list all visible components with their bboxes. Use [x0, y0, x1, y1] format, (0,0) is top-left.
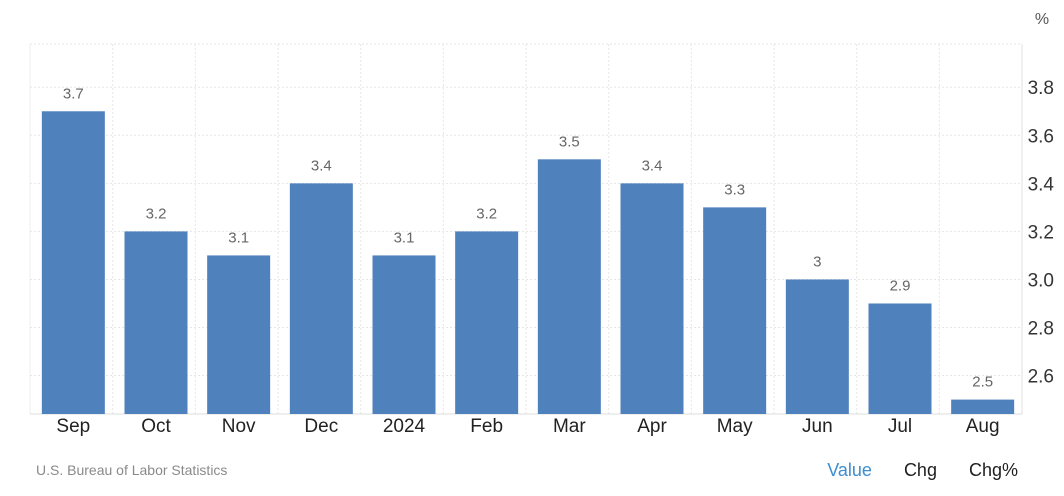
bar-oct[interactable] — [124, 231, 188, 414]
x-tick-label: Sep — [56, 416, 90, 437]
x-tick-label: Dec — [304, 416, 338, 437]
bar-jun[interactable] — [785, 279, 849, 414]
y-tick-label: 3.0 — [1028, 270, 1054, 291]
y-tick-label: 3.6 — [1028, 126, 1054, 147]
bar-feb[interactable] — [455, 231, 519, 414]
bar-2024[interactable] — [372, 255, 436, 414]
y-unit-label: % — [1035, 11, 1049, 28]
x-tick-label: 2024 — [383, 416, 426, 437]
bar-may[interactable] — [703, 207, 767, 414]
tab-chg[interactable]: Chg — [903, 460, 937, 480]
tab-value[interactable]: Value — [827, 460, 872, 480]
bar-apr[interactable] — [620, 183, 684, 414]
value-label: 3.2 — [476, 205, 497, 222]
value-label: 3.1 — [394, 229, 415, 246]
y-tick-label: 3.8 — [1028, 78, 1054, 99]
value-label: 3.5 — [559, 133, 580, 150]
bar-aug[interactable] — [951, 399, 1015, 414]
x-axis-labels: Sep Oct Nov Dec 2024 Feb Mar Apr May Jun Jul Aug — [56, 416, 999, 437]
bar-dec[interactable] — [289, 183, 353, 414]
bar-chart: 3.7 3.2 3.1 3.4 3.1 3.2 3.5 3.4 3.3 3 2.9 2.5 Sep Oc… — [29, 11, 1055, 437]
value-label: 3 — [813, 253, 821, 270]
x-tick-label: Jul — [888, 416, 912, 437]
bar-sep[interactable] — [41, 111, 105, 414]
view-tabs: Value Chg Chg% — [827, 460, 1018, 481]
grid-lines — [29, 43, 1023, 415]
bar-mar[interactable] — [537, 159, 601, 414]
value-label: 3.7 — [63, 85, 84, 102]
tab-chg-percent[interactable]: Chg% — [968, 460, 1018, 480]
value-label: 3.4 — [311, 157, 332, 174]
value-labels: 3.7 3.2 3.1 3.4 3.1 3.2 3.5 3.4 3.3 3 2.9 2.5 — [63, 85, 993, 390]
x-tick-label: Nov — [222, 416, 256, 437]
x-tick-label: Oct — [141, 416, 171, 437]
bar-nov[interactable] — [207, 255, 271, 414]
data-source: U.S. Bureau of Labor Statistics — [36, 462, 228, 478]
x-tick-label: Aug — [966, 416, 1000, 437]
value-label: 2.5 — [972, 374, 993, 391]
value-label: 2.9 — [890, 277, 911, 294]
x-tick-label: Mar — [553, 416, 586, 437]
x-tick-label: Apr — [637, 416, 667, 437]
y-tick-label: 3.4 — [1028, 174, 1055, 195]
y-axis-ticks: 2.6 2.8 3.0 3.2 3.4 3.6 3.8 — [1028, 78, 1055, 387]
y-tick-label: 2.6 — [1028, 367, 1054, 388]
value-label: 3.1 — [228, 229, 249, 246]
value-label: 3.4 — [642, 157, 663, 174]
x-tick-label: Jun — [802, 416, 833, 437]
y-tick-label: 3.2 — [1028, 222, 1054, 243]
bar-jul[interactable] — [868, 303, 932, 414]
x-tick-label: Feb — [470, 416, 503, 437]
value-label: 3.3 — [724, 181, 745, 198]
value-label: 3.2 — [146, 205, 167, 222]
x-tick-label: May — [717, 416, 753, 437]
bars — [41, 111, 1015, 414]
y-tick-label: 2.8 — [1028, 319, 1054, 340]
